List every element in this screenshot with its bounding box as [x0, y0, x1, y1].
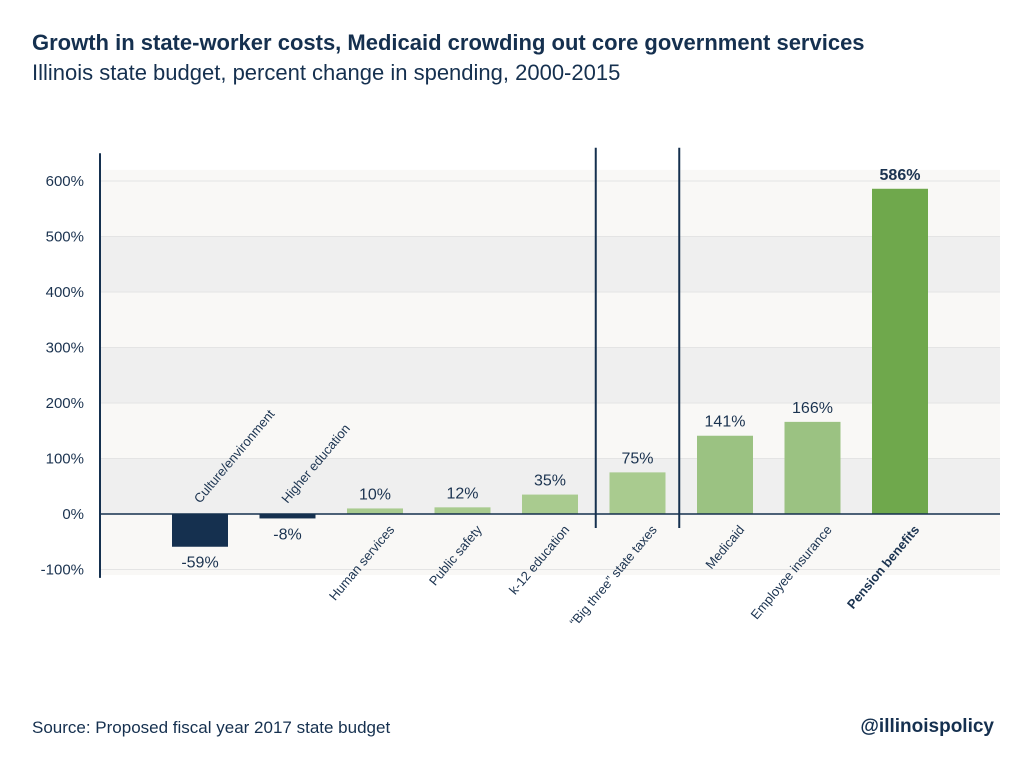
- bar: [434, 507, 491, 514]
- bar-value-label: 10%: [359, 486, 391, 503]
- source-note: Source: Proposed fiscal year 2017 state …: [32, 718, 391, 737]
- bar-value-label: 141%: [705, 414, 746, 431]
- bar-value-label: 75%: [621, 450, 653, 467]
- bar: [172, 514, 228, 547]
- bar: [347, 508, 403, 514]
- y-tick-label: 300%: [46, 340, 84, 357]
- y-tick-label: -100%: [41, 562, 84, 579]
- grid-band: [100, 236, 1000, 292]
- y-tick-label: 200%: [46, 395, 84, 412]
- y-tick-label: 400%: [46, 284, 84, 301]
- bar-value-label: -8%: [273, 526, 301, 543]
- bar-value-label: 586%: [880, 167, 921, 184]
- bar: [697, 435, 753, 514]
- y-tick-label: 500%: [46, 229, 84, 246]
- y-tick-label: 600%: [46, 173, 84, 190]
- bar: [259, 514, 316, 519]
- chart-title: Growth in state-worker costs, Medicaid c…: [32, 30, 865, 55]
- chart-subtitle: Illinois state budget, percent change in…: [32, 60, 621, 85]
- y-tick-label: 100%: [46, 451, 84, 468]
- bar: [609, 472, 666, 514]
- brand-handle: @illinoispolicy: [860, 716, 994, 737]
- grid-band: [100, 347, 1000, 403]
- bar: [872, 188, 928, 514]
- bar-value-label: 35%: [534, 473, 566, 490]
- bar: [522, 494, 578, 514]
- bar: [784, 421, 841, 514]
- y-tick-label: 0%: [62, 506, 84, 523]
- bar-value-label: 12%: [446, 485, 478, 502]
- bar-value-label: -59%: [181, 555, 218, 572]
- bar-value-label: 166%: [792, 400, 833, 417]
